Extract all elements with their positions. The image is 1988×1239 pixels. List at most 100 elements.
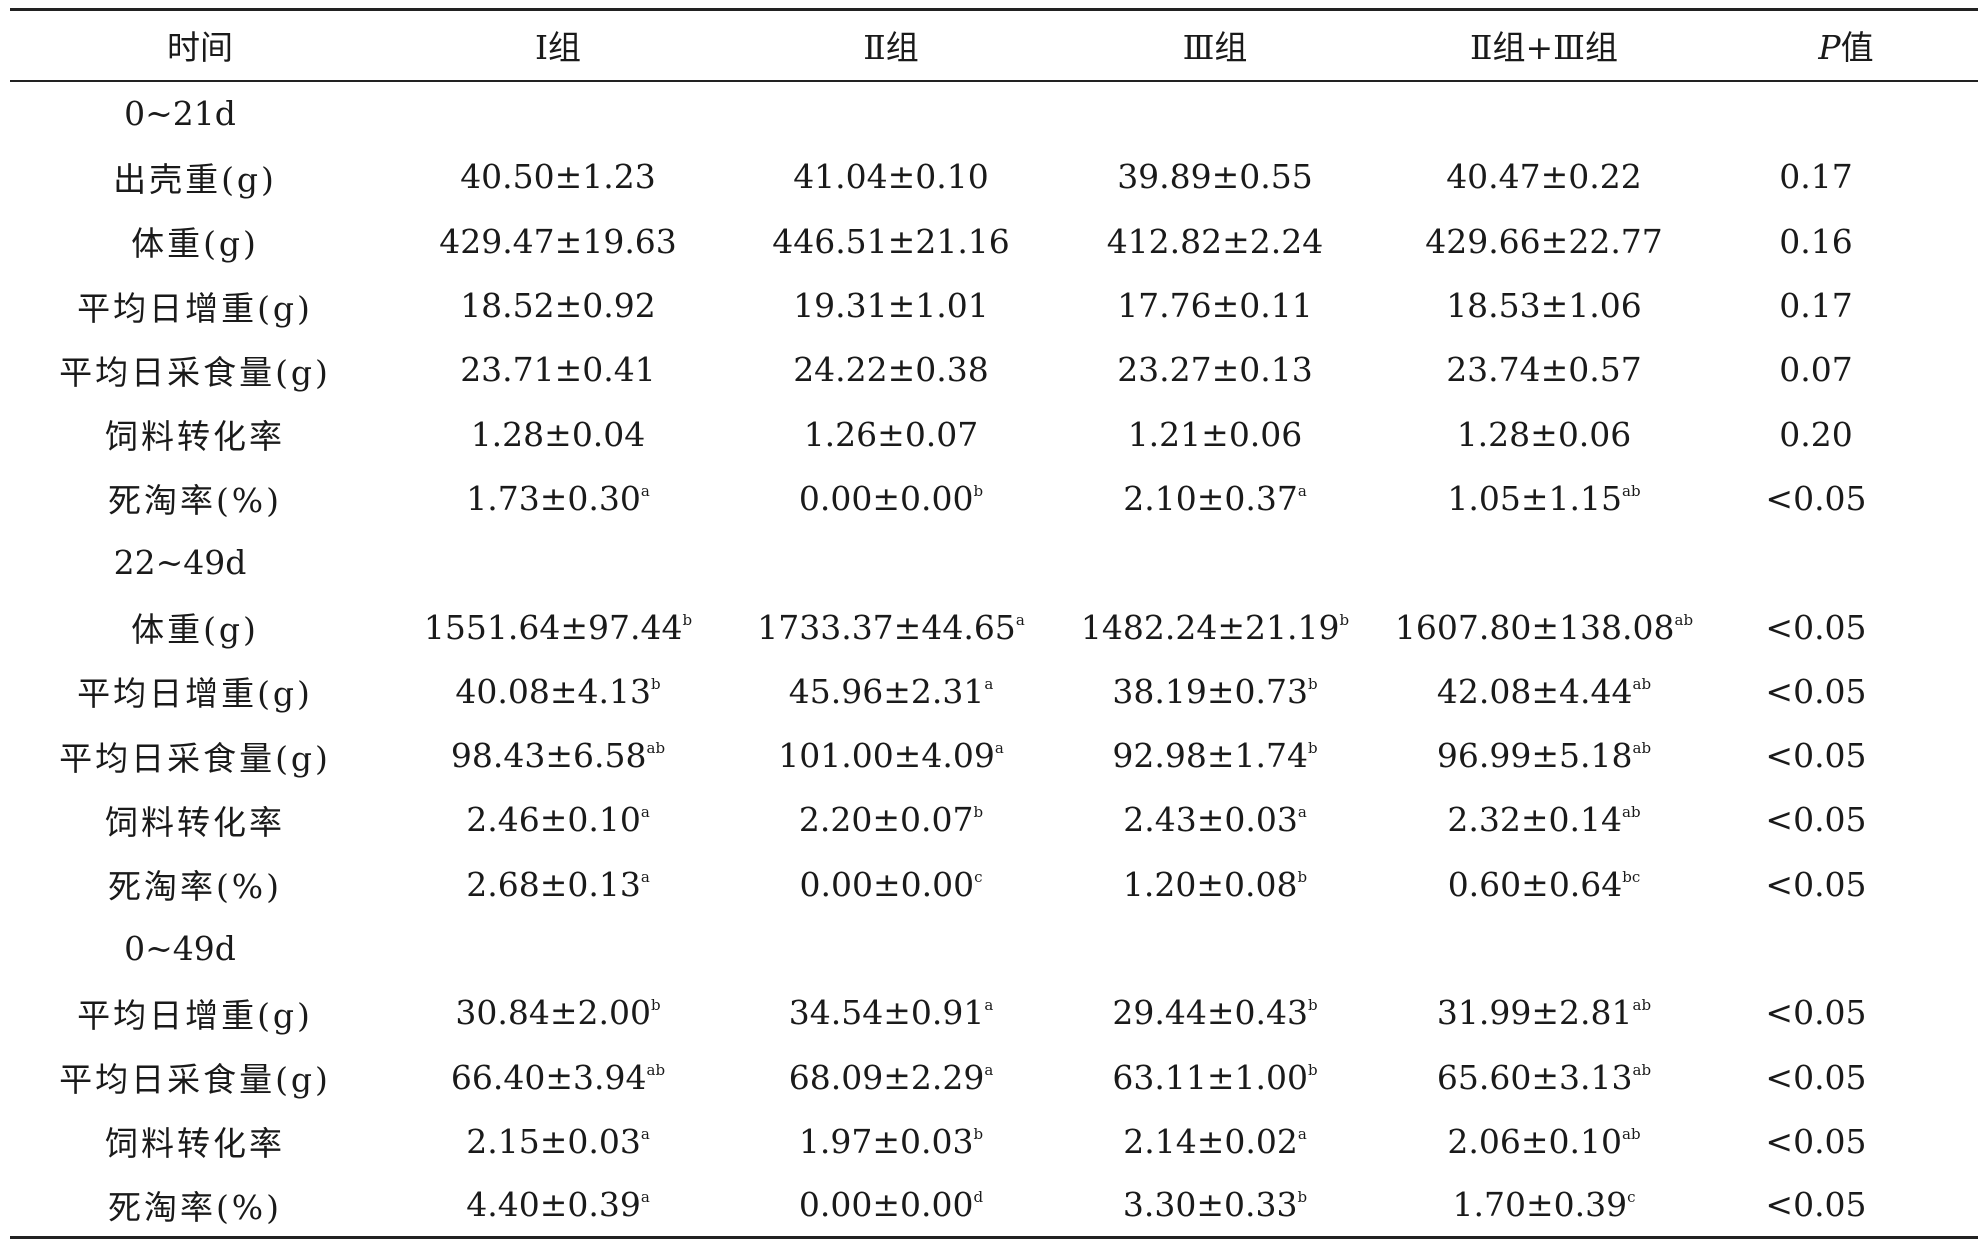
- group-4-value-cell: 65.60±3.13ab: [1374, 1045, 1714, 1109]
- significance-letter: b: [1308, 996, 1318, 1015]
- row-label-cell: 饲料转化率: [10, 788, 390, 852]
- p-value-cell: <0.05: [1765, 1057, 1867, 1097]
- group-4-value-cell: 23.74±0.57: [1374, 338, 1714, 402]
- significance-letter: ab: [1632, 996, 1652, 1015]
- significance-letter: a: [640, 867, 650, 886]
- mean-sd-value: 66.40±3.94: [450, 1057, 647, 1097]
- group-2-value-cell: 68.09±2.29a: [726, 1045, 1056, 1109]
- significance-letter: a: [640, 481, 650, 500]
- mean-sd-value: 2.32±0.14: [1447, 800, 1623, 840]
- row-label-cell: 体重(g): [10, 209, 390, 273]
- group-2-value-cell: 41.04±0.10: [726, 145, 1056, 209]
- mean-sd-value: 1.20±0.08: [1122, 864, 1298, 904]
- significance-letter: a: [1297, 803, 1307, 822]
- row-label: 平均日增重(g): [77, 674, 313, 714]
- significance-letter: b: [973, 803, 984, 822]
- row-label-cell: 平均日增重(g): [10, 273, 390, 337]
- group-3-value-cell: 63.11±1.00b: [1056, 1045, 1374, 1109]
- mean-sd-value: 2.10±0.37: [1123, 478, 1298, 518]
- section-row: 0~49d: [10, 916, 1978, 980]
- group-1-value-cell: 1551.64±97.44b: [390, 595, 726, 659]
- group-1-value-cell: 18.52±0.92: [390, 273, 726, 337]
- mean-sd-value: 34.54±0.91: [788, 993, 985, 1033]
- mean-sd-value: 38.19±0.73: [1112, 671, 1308, 711]
- empty-cell: [1056, 531, 1374, 595]
- mean-sd-value: 1.05±1.15: [1447, 478, 1623, 518]
- group-1-value-cell: 2.46±0.10a: [390, 788, 726, 852]
- significance-letter: a: [640, 803, 650, 822]
- significance-letter: ab: [1622, 1124, 1641, 1143]
- mean-sd-value: 30.84±2.00: [455, 993, 651, 1033]
- group-4-value-cell: 1.05±1.15ab: [1374, 466, 1714, 530]
- row-label: 平均日采食量(g): [59, 738, 331, 778]
- mean-sd-value: 98.43±6.58: [450, 736, 647, 776]
- group-1-value-cell: 23.71±0.41: [390, 338, 726, 402]
- significance-letter: b: [1308, 674, 1318, 693]
- p-value-cell: <0.05: [1765, 800, 1867, 840]
- empty-cell: [1056, 916, 1374, 980]
- group-4-value-cell: 429.66±22.77: [1374, 209, 1714, 273]
- mean-sd-value: 24.22±0.38: [793, 350, 989, 390]
- group-1-value-cell: 429.47±19.63: [390, 209, 726, 273]
- group-1-value-cell: 1.28±0.04: [390, 402, 726, 466]
- row-label: 饲料转化率: [105, 802, 285, 842]
- group-3-value-cell: 2.10±0.37a: [1056, 466, 1374, 530]
- group-2-value-cell: 446.51±21.16: [726, 209, 1056, 273]
- mean-sd-value: 1607.80±138.08: [1394, 607, 1675, 647]
- table-row: 饲料转化率 1.28±0.04 1.26±0.07 1.21±0.06 1.28±0.0…: [10, 402, 1978, 466]
- row-label-cell: 饲料转化率: [10, 1109, 390, 1173]
- significance-letter: a: [984, 1060, 994, 1079]
- mean-sd-value: 2.14±0.02: [1123, 1121, 1298, 1161]
- significance-letter: ab: [1632, 674, 1652, 693]
- group-3-value-cell: 92.98±1.74b: [1056, 723, 1374, 787]
- group-1-value-cell: 1.73±0.30a: [390, 466, 726, 530]
- table-row: 平均日增重(g) 18.52±0.92 19.31±1.01 17.76±0.11 18…: [10, 273, 1978, 337]
- group-1-value-cell: 40.50±1.23: [390, 145, 726, 209]
- empty-cell: [1714, 916, 1978, 980]
- significance-letter: ab: [1674, 610, 1694, 629]
- group-4-value-cell: 2.06±0.10ab: [1374, 1109, 1714, 1173]
- table-row: 饲料转化率 2.46±0.10a 2.20±0.07b 2.43±0.03a 2.32±…: [10, 788, 1978, 852]
- significance-letter: b: [682, 610, 693, 629]
- mean-sd-value: 4.40±0.39: [466, 1185, 641, 1225]
- group-2-value-cell: 34.54±0.91a: [726, 981, 1056, 1045]
- group-1-value-cell: 4.40±0.39a: [390, 1173, 726, 1239]
- significance-letter: b: [1297, 867, 1308, 886]
- empty-cell: [1374, 916, 1714, 980]
- p-value-cell: <0.05: [1714, 1173, 1978, 1239]
- mean-sd-value: 92.98±1.74: [1112, 736, 1308, 776]
- group-3-value-cell: 1482.24±21.19b: [1056, 595, 1374, 659]
- mean-sd-value: 1.97±0.03: [798, 1121, 974, 1161]
- significance-letter: bc: [1622, 867, 1641, 886]
- section-period-label: 0~21d: [124, 93, 236, 133]
- empty-cell: [1374, 81, 1714, 145]
- row-label: 出壳重(g): [113, 159, 277, 199]
- group-1-value-cell: 30.84±2.00b: [390, 981, 726, 1045]
- section-row: 0~21d: [10, 81, 1978, 145]
- mean-sd-value: 0.00±0.00: [798, 1185, 974, 1225]
- p-value-cell: <0.05: [1765, 1121, 1867, 1161]
- row-label-cell: 死淘率(%): [10, 1173, 390, 1239]
- group-2-value-cell: 24.22±0.38: [726, 338, 1056, 402]
- empty-cell: [390, 531, 726, 595]
- group-3-value-cell: 1.20±0.08b: [1056, 852, 1374, 916]
- significance-letter: b: [651, 674, 661, 693]
- mean-sd-value: 40.50±1.23: [460, 157, 656, 197]
- significance-letter: a: [984, 674, 994, 693]
- empty-cell: [1374, 531, 1714, 595]
- significance-letter: b: [1308, 739, 1318, 758]
- row-label: 饲料转化率: [105, 1124, 285, 1164]
- group-4-value-cell: 31.99±2.81ab: [1374, 981, 1714, 1045]
- table-row: 体重(g) 1551.64±97.44b 1733.37±44.65a 1482.24…: [10, 595, 1978, 659]
- group-3-value-cell: 412.82±2.24: [1056, 209, 1374, 273]
- section-period-cell: 0~21d: [10, 81, 390, 145]
- group-3-value-cell: 23.27±0.13: [1056, 338, 1374, 402]
- group-2-value-cell: 1.97±0.03b: [726, 1109, 1056, 1173]
- group-1-value-cell: 66.40±3.94ab: [390, 1045, 726, 1109]
- significance-letter: ab: [1632, 739, 1652, 758]
- row-label-cell: 出壳重(g): [10, 145, 390, 209]
- section-period-label: 0~49d: [124, 929, 236, 968]
- p-value-cell: 0.17: [1779, 286, 1853, 326]
- header-row: 时间 Ⅰ组 Ⅱ组 Ⅲ组 Ⅱ组+Ⅲ组 P值: [10, 8, 1978, 82]
- table-row: 死淘率(%) 4.40±0.39a 0.00±0.00d 3.30±0.33b 1.70…: [10, 1173, 1978, 1239]
